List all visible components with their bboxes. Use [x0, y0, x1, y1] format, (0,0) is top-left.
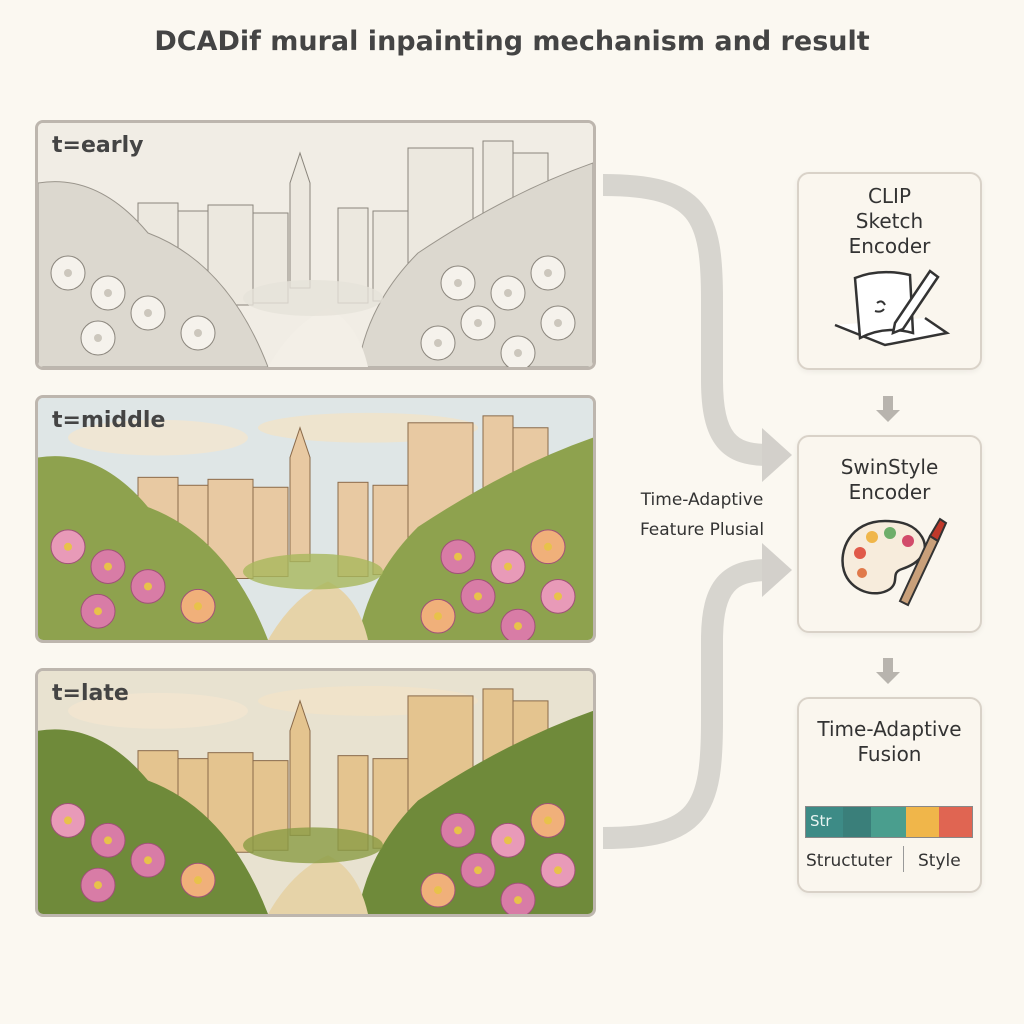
flower-center [194, 329, 202, 337]
box-title: Fusion [857, 742, 922, 766]
swinstyle-encoder-box: SwinStyle Encoder [797, 435, 982, 633]
fusion-segment [842, 807, 871, 837]
panel-early: t=early [35, 120, 596, 370]
scene-late [38, 671, 593, 914]
panel-label: t=early [52, 133, 144, 158]
flower-center [454, 826, 462, 835]
flower-center [454, 279, 462, 287]
flower-center [434, 612, 442, 621]
divider [903, 846, 904, 872]
arrowhead-icon [762, 543, 792, 597]
mid-label-line2: Feature Plusial [639, 520, 765, 540]
flower-center [514, 896, 522, 905]
flower-center [514, 349, 522, 357]
flower-center [94, 881, 102, 890]
cloud [68, 692, 248, 729]
flower-center [64, 542, 72, 551]
scene-middle [38, 398, 593, 640]
flower-center [144, 582, 152, 591]
left-bushes [38, 181, 269, 367]
box-title: Encoder [848, 480, 931, 504]
flower-center [544, 816, 552, 825]
flower-center [144, 856, 152, 865]
clip-sketch-encoder-box: CLIP Sketch Encoder [797, 172, 982, 370]
path [268, 581, 368, 640]
flower-center [544, 269, 552, 277]
flower-center [514, 622, 522, 631]
panel-middle: t=middle [35, 395, 596, 643]
left-bushes [38, 456, 268, 640]
bar-text: Str [810, 812, 832, 830]
flower-center [194, 602, 202, 611]
flower-center [194, 876, 202, 885]
flower-center [454, 552, 462, 561]
flower-center [104, 289, 112, 297]
box-title: Sketch [855, 209, 924, 233]
down-arrow-icon [876, 658, 900, 684]
diagram-title: DCADif mural inpainting mechanism and re… [154, 26, 870, 57]
panel-label: t=middle [52, 408, 166, 433]
flower-center [144, 309, 152, 317]
style-label: Style [918, 851, 961, 871]
flower-center [64, 816, 72, 825]
paint-palette-icon [840, 517, 947, 607]
flower-center [104, 562, 112, 571]
arrow-late-to-swin [602, 559, 769, 849]
flower-center [434, 339, 442, 347]
flower-center [554, 319, 562, 327]
path [268, 855, 368, 914]
scene-early-sketch [38, 123, 593, 367]
right-bushes [358, 437, 593, 640]
box-title: CLIP [867, 184, 912, 208]
fusion-segment [938, 807, 972, 837]
mid-label-line1: Time-Adaptive [640, 490, 764, 510]
down-arrow-icon [876, 396, 900, 422]
time-adaptive-feature-label: Time-Adaptive Feature Plusial [612, 485, 792, 545]
flower-center [474, 866, 482, 875]
flower-center [504, 562, 512, 571]
box-title: Encoder [848, 234, 931, 258]
cloud [68, 419, 248, 456]
flower-center [504, 836, 512, 845]
fusion-segment [870, 807, 906, 837]
path [268, 308, 368, 367]
right-bushes [357, 162, 593, 367]
fusion-weight-bar [805, 806, 973, 838]
right-bushes [358, 710, 593, 914]
flower-center [474, 319, 482, 327]
flower-center [104, 836, 112, 845]
panel-late: t=late [35, 668, 596, 917]
panel-label: t=late [52, 681, 129, 706]
flower-center [554, 592, 562, 601]
midground-bushes [243, 280, 383, 316]
sketch-paper-pencil-icon [834, 269, 950, 347]
flower-center [504, 289, 512, 297]
flower-center [434, 886, 442, 895]
left-bushes [38, 729, 268, 914]
flower-center [544, 542, 552, 551]
fusion-segment [905, 807, 939, 837]
flower-center [554, 866, 562, 875]
flower-center [94, 607, 102, 616]
fusion-segment [806, 807, 843, 837]
structure-label: Structuter [806, 851, 893, 871]
time-adaptive-fusion-box: Time-Adaptive Fusion [797, 697, 982, 893]
arrow-early-to-swin [602, 174, 769, 466]
box-title: SwinStyle [840, 455, 939, 479]
arrowhead-icon [762, 428, 792, 482]
flower-center [474, 592, 482, 601]
box-title: Time-Adaptive [817, 717, 962, 741]
flower-center [94, 334, 102, 342]
midground-bushes [243, 827, 383, 864]
midground-bushes [243, 553, 383, 590]
flower-center [64, 269, 72, 277]
